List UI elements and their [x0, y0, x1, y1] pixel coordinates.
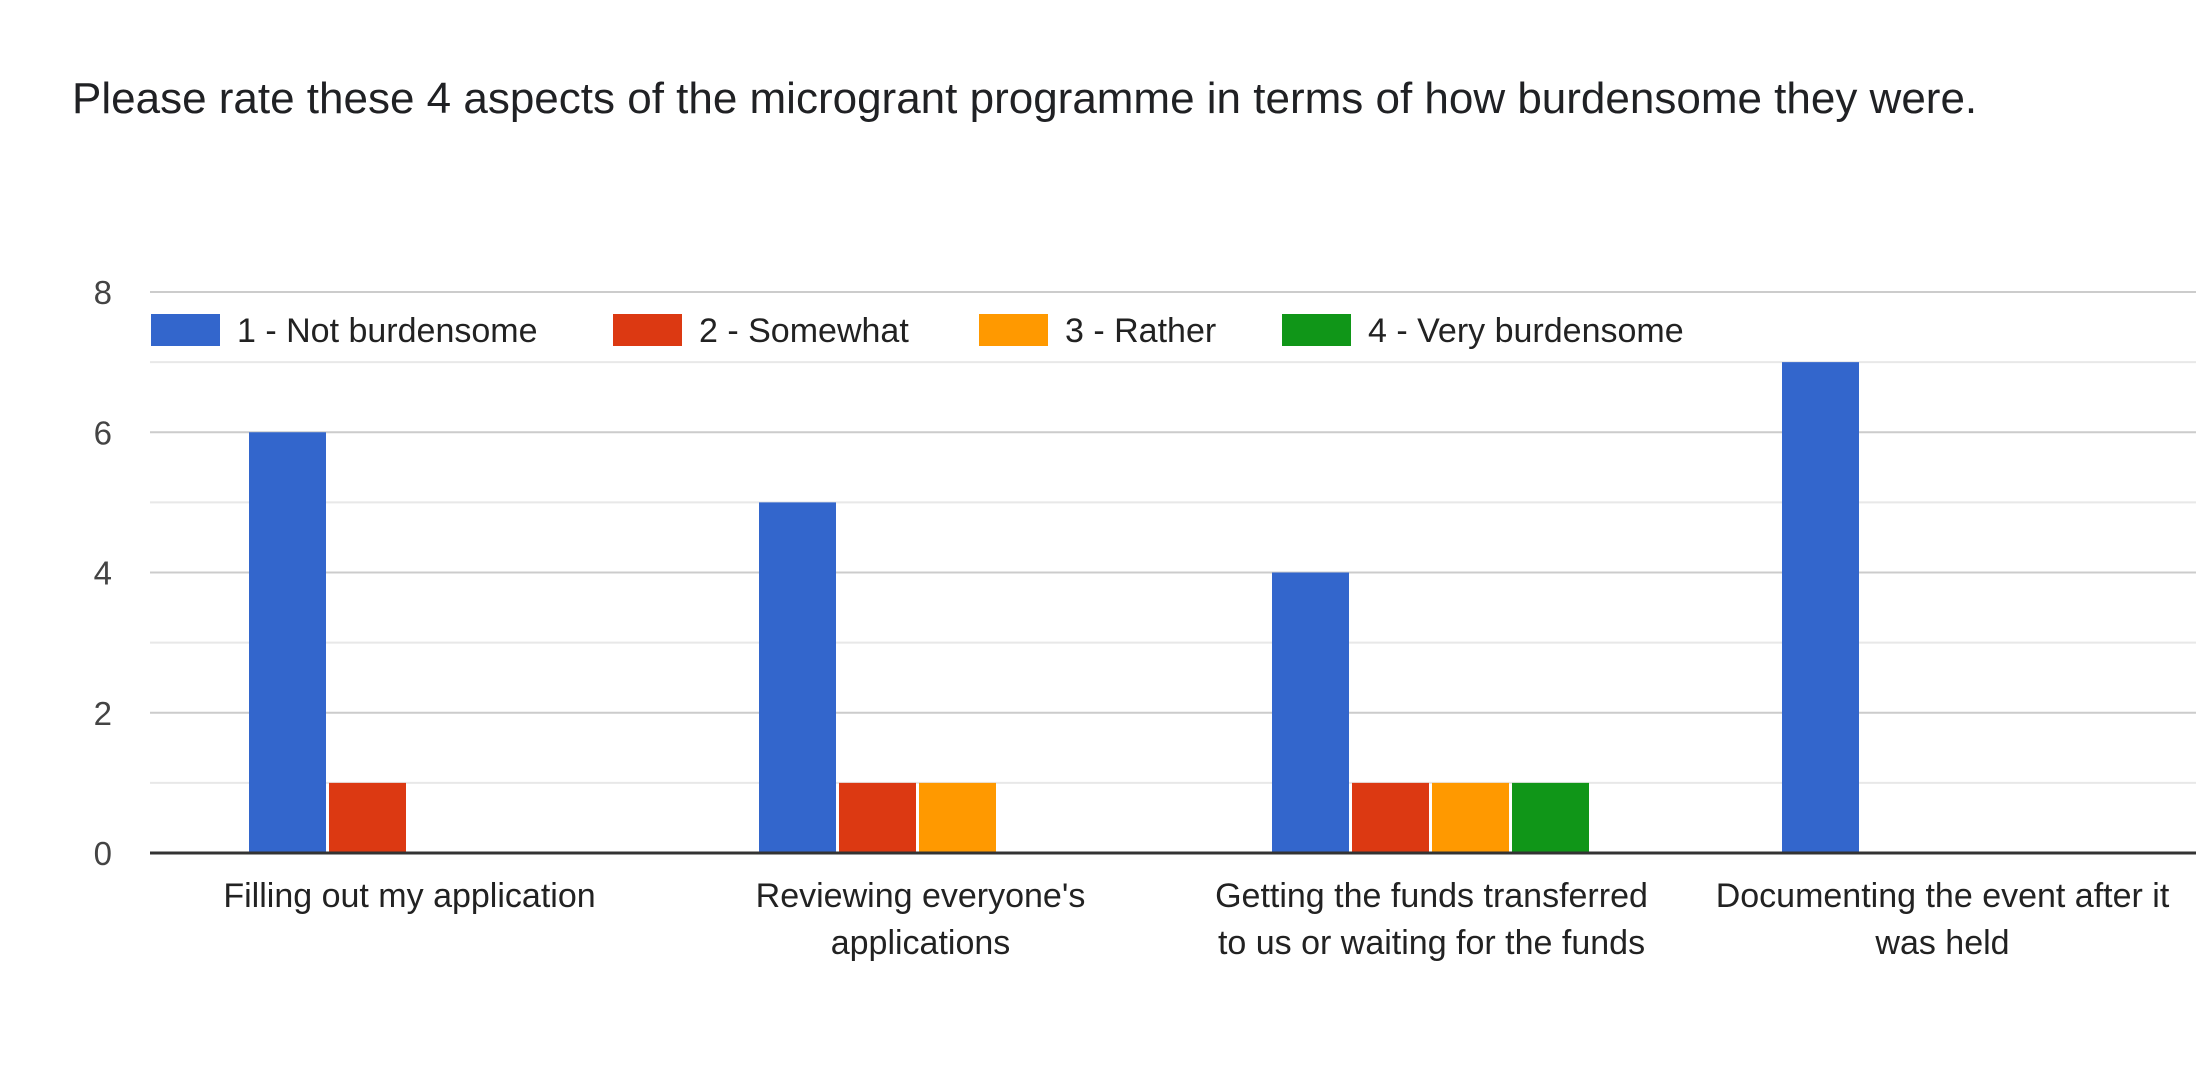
bar [1782, 362, 1859, 853]
y-tick-label: 8 [94, 274, 112, 311]
bar [919, 782, 996, 853]
legend: 1 - Not burdensome 2 - Somewhat 3 - Rather… [151, 312, 1684, 350]
legend-swatch [613, 314, 682, 346]
gridlines [150, 291, 2196, 784]
x-tick-label: Filling out my application [223, 877, 595, 915]
x-tick-label: Reviewing everyone's [756, 877, 1086, 915]
bar [329, 782, 406, 853]
legend-label: 2 - Somewhat [699, 312, 909, 350]
bar [759, 502, 836, 853]
x-tick-label: Documenting the event after it [1716, 877, 2170, 915]
y-tick-label: 6 [94, 414, 112, 451]
x-tick-label: to us or waiting for the funds [1218, 924, 1645, 962]
legend-label: 4 - Very burdensome [1368, 312, 1684, 350]
y-tick-label: 0 [94, 835, 112, 872]
bar [1432, 782, 1509, 853]
y-tick-label: 4 [94, 555, 112, 592]
bar [249, 432, 326, 853]
x-tick-label: applications [831, 924, 1011, 962]
y-tick-label: 2 [94, 695, 112, 732]
bar [839, 782, 916, 853]
chart-title: Please rate these 4 aspects of the micro… [72, 74, 1978, 123]
legend-swatch [979, 314, 1048, 346]
bar [1512, 782, 1589, 853]
legend-label: 3 - Rather [1065, 312, 1216, 350]
legend-swatch [1282, 314, 1351, 346]
x-tick-label: Getting the funds transferred [1215, 877, 1648, 915]
legend-label: 1 - Not burdensome [237, 312, 538, 350]
bar [1352, 782, 1429, 853]
axes: 0 2 4 6 8 Filling out my application Reviewing… [94, 274, 2196, 962]
x-tick-label: was held [1874, 924, 2009, 962]
legend-swatch [151, 314, 220, 346]
bars [249, 362, 1859, 853]
bar [1272, 572, 1349, 853]
